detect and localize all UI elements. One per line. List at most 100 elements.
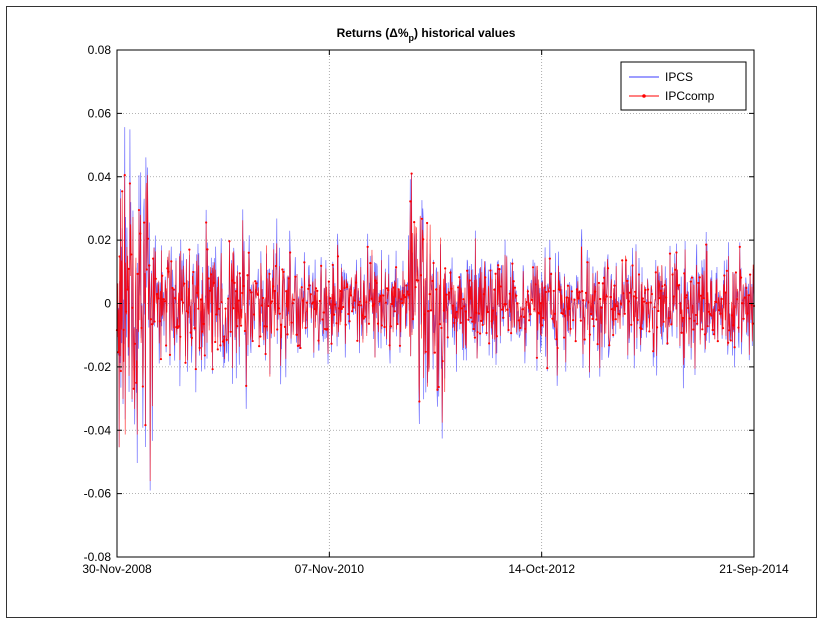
data-point [468, 279, 471, 282]
data-point [405, 284, 408, 287]
data-point [482, 293, 486, 296]
data-point [539, 302, 542, 305]
data-point [516, 302, 519, 305]
data-point [477, 312, 480, 315]
data-point [230, 279, 234, 282]
data-point [131, 306, 134, 309]
data-point [463, 305, 466, 308]
data-point [447, 291, 451, 294]
data-point [654, 271, 657, 274]
data-point [653, 306, 656, 309]
data-point [606, 267, 610, 270]
data-point [251, 339, 254, 343]
data-point [751, 322, 754, 325]
data-point [259, 335, 262, 338]
data-point [263, 325, 266, 328]
data-point [232, 307, 235, 310]
data-point [524, 327, 527, 330]
data-point [600, 306, 603, 309]
data-point [432, 261, 435, 265]
data-point [454, 316, 457, 319]
data-point [394, 266, 398, 269]
data-point [689, 280, 692, 283]
data-point [132, 387, 135, 390]
data-point [601, 282, 604, 285]
data-point [720, 297, 723, 301]
series-layer [115, 127, 756, 491]
data-point [710, 314, 713, 317]
data-point [490, 320, 493, 323]
data-point [216, 348, 219, 351]
data-point [214, 340, 217, 344]
data-point [295, 333, 298, 336]
y-tick-label: -0.06 [84, 487, 112, 501]
data-point [684, 296, 687, 299]
data-point [500, 308, 504, 311]
data-point [388, 344, 391, 347]
data-point [559, 289, 562, 292]
data-point [234, 290, 237, 293]
data-point [593, 290, 597, 293]
data-point [566, 284, 570, 287]
data-point [255, 282, 258, 285]
data-point [424, 350, 427, 353]
data-point [252, 313, 256, 316]
data-point [677, 284, 681, 287]
data-point [556, 346, 559, 350]
data-point [387, 288, 390, 292]
data-point [471, 320, 474, 323]
data-point [121, 190, 124, 193]
data-point [513, 286, 517, 289]
data-point [347, 312, 350, 316]
data-point [478, 332, 482, 335]
data-point [215, 313, 218, 316]
data-point [672, 295, 675, 298]
data-point [648, 330, 651, 333]
data-point [382, 294, 385, 297]
data-point [351, 310, 354, 313]
data-point [123, 173, 126, 177]
data-point [473, 336, 477, 339]
data-point [705, 243, 708, 246]
data-point [635, 296, 638, 299]
data-point [316, 289, 319, 292]
data-point [586, 261, 589, 264]
data-point [579, 319, 582, 322]
data-point [413, 221, 416, 224]
data-point [650, 292, 654, 296]
y-tick-label: 0.06 [88, 106, 112, 120]
data-point [404, 296, 407, 299]
data-point [376, 322, 380, 325]
data-point [458, 276, 461, 279]
data-point [659, 289, 663, 292]
data-point [608, 344, 611, 347]
data-point [703, 333, 707, 336]
data-point [149, 318, 152, 321]
data-point [733, 346, 736, 349]
data-point [512, 280, 515, 283]
data-point [544, 290, 548, 294]
axis-ticks: -0.08 -0.06 -0.04 -0.02 0 0.02 0.04 0.06 0.08 30-… [82, 43, 789, 576]
data-point [416, 279, 420, 282]
data-point [671, 273, 674, 276]
data-point [334, 303, 337, 306]
series-line-ipccomp [116, 173, 755, 481]
data-point [379, 294, 382, 297]
data-point [535, 356, 539, 359]
data-point [360, 304, 363, 307]
data-point [358, 300, 362, 303]
data-point [158, 320, 161, 323]
data-point [171, 286, 174, 290]
legend-box [620, 61, 747, 111]
data-point [435, 288, 438, 291]
data-point [206, 248, 209, 251]
data-point [587, 301, 590, 304]
data-point [699, 294, 703, 297]
data-point [220, 300, 223, 304]
data-point [547, 290, 550, 293]
data-point [362, 317, 365, 320]
y-tick-label: 0.04 [88, 170, 112, 184]
data-point [370, 297, 373, 300]
data-point [485, 331, 488, 335]
data-point [126, 288, 129, 291]
